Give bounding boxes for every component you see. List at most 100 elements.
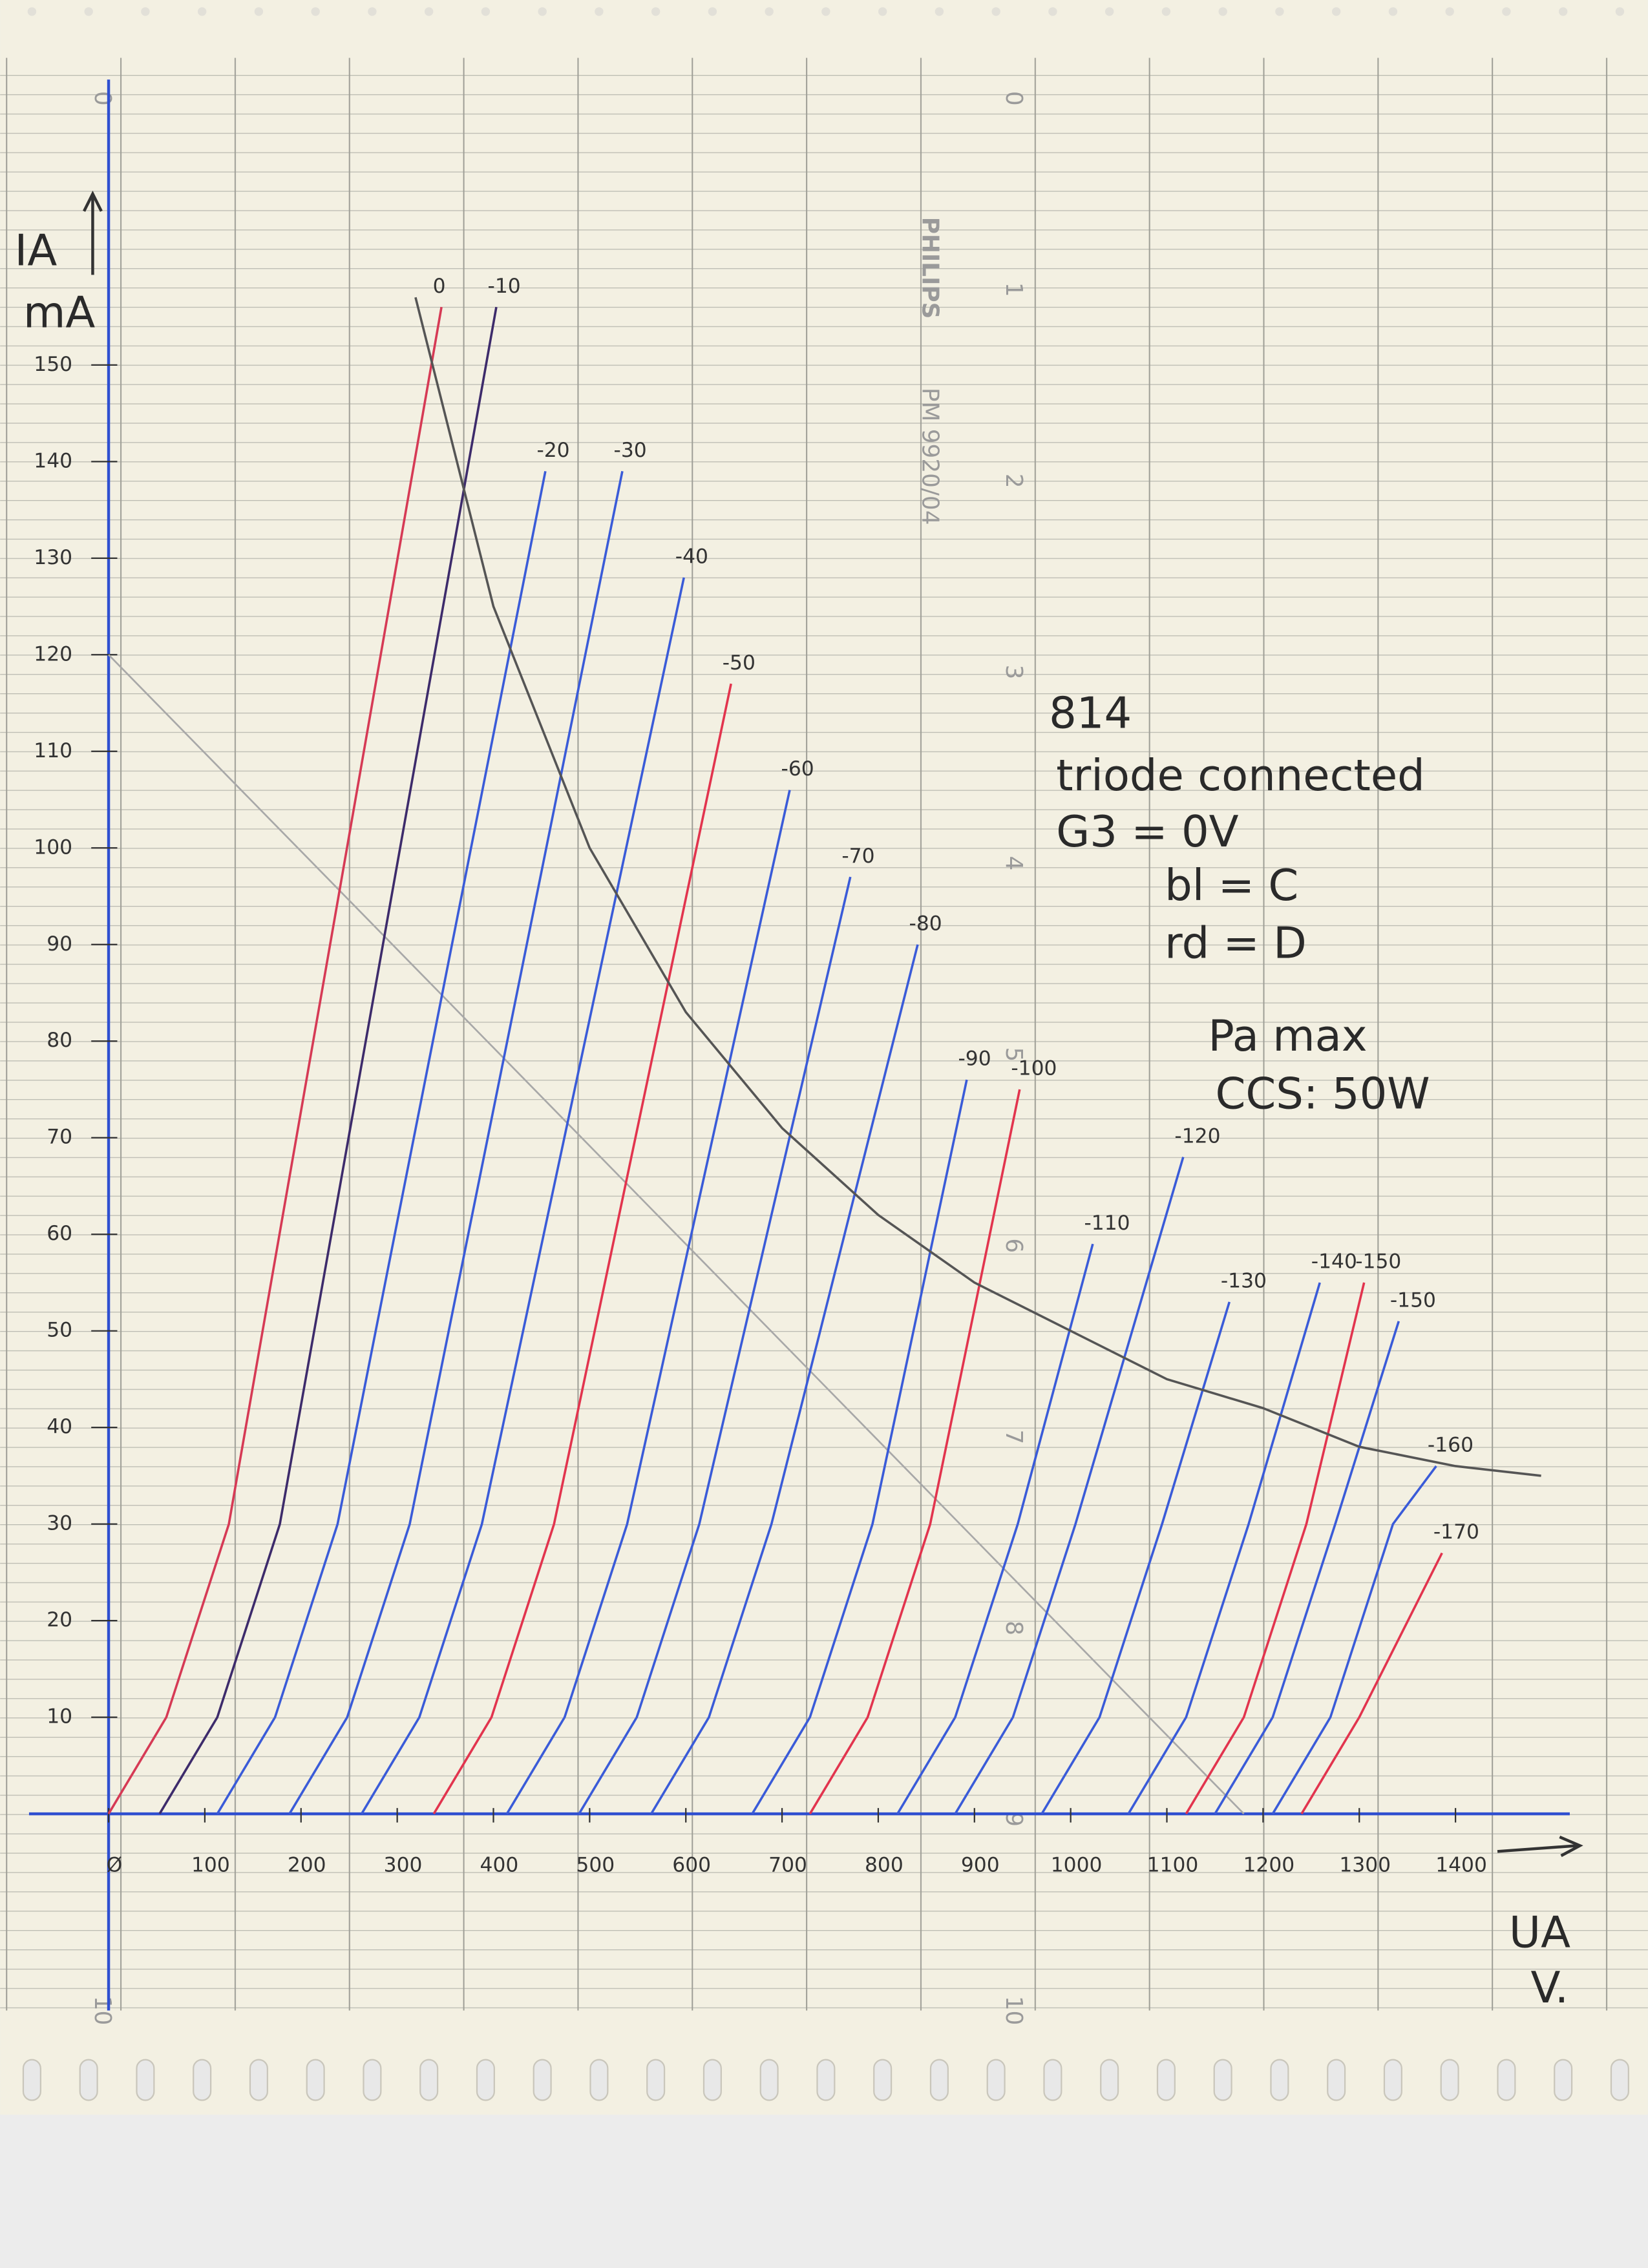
top-hole: [765, 7, 774, 16]
top-hole: [424, 7, 434, 16]
bottom-hole: [703, 2059, 722, 2101]
x-axis-unit: V.: [1531, 1962, 1569, 2013]
x-tick-label: 1200: [1243, 1854, 1294, 1877]
x-tick-label: 500: [576, 1854, 615, 1877]
paper-scale-label: 2: [1000, 474, 1027, 488]
bottom-hole: [1440, 2059, 1459, 2101]
bottom-hole: [22, 2059, 41, 2101]
y-tick-label: 110: [34, 739, 72, 762]
note: rd = D: [1165, 918, 1307, 969]
curve-label: -80: [909, 912, 942, 935]
y-axis-arrow: [82, 190, 103, 275]
bottom-hole: [249, 2059, 268, 2101]
bottom-hole: [929, 2059, 949, 2101]
y-tick-label: 150: [34, 353, 72, 376]
characteristic-curve: [896, 1243, 1094, 1815]
y-tick-label: 140: [34, 449, 72, 472]
x-tick-label: 600: [672, 1854, 711, 1877]
paper-scale-label: 5: [1000, 1047, 1027, 1062]
bottom-hole: [816, 2059, 836, 2101]
y-tick-label: 60: [47, 1222, 72, 1245]
characteristic-curve: [107, 306, 443, 1815]
curve-label: -150: [1355, 1250, 1401, 1274]
y-tick-label: 50: [47, 1319, 72, 1342]
paper-scale-label: 3: [1000, 665, 1027, 680]
top-hole: [1104, 7, 1114, 16]
characteristic-curve: [288, 470, 624, 1815]
bottom-hole: [533, 2059, 552, 2101]
annotations: IA mA UA V. 814 triode connected G3 = 0V…: [15, 190, 1583, 2013]
bottom-hole: [986, 2059, 1006, 2101]
top-hole: [1275, 7, 1284, 16]
paper-scale-label: 10: [89, 1996, 116, 2026]
paper-scale-label: 8: [1000, 1621, 1027, 1635]
paper-scale-label: 10: [1000, 1996, 1027, 2026]
x-tick-label: 100: [191, 1854, 230, 1877]
x-tick-label: 1400: [1435, 1854, 1487, 1877]
curve-label: -110: [1084, 1212, 1130, 1235]
characteristic-curve: [1185, 1282, 1366, 1815]
bottom-hole: [646, 2059, 666, 2101]
bottom-hole: [306, 2059, 325, 2101]
bottom-hole: [363, 2059, 382, 2101]
top-hole: [651, 7, 660, 16]
y-tick-label: 120: [34, 642, 72, 666]
top-hole: [1615, 7, 1625, 16]
brand: PHILIPS: [916, 217, 943, 319]
bottom-hole: [873, 2059, 893, 2101]
paper-scale-label: 7: [1000, 1429, 1027, 1444]
bottom-hole: [1383, 2059, 1402, 2101]
top-hole: [1558, 7, 1568, 16]
top-hole: [311, 7, 320, 16]
y-tick-label: 80: [47, 1029, 72, 1052]
characteristic-curve: [1271, 1465, 1437, 1815]
x-axis-arrow: [1497, 1835, 1583, 1857]
bottom-hole: [589, 2059, 609, 2101]
curve-label: -170: [1433, 1520, 1479, 1544]
tube-type: 814: [1049, 688, 1132, 739]
curve-label: -10: [488, 275, 521, 298]
characteristic-curve: [1214, 1321, 1400, 1815]
top-hole: [991, 7, 1000, 16]
paper-scale-label: 4: [1000, 856, 1027, 871]
paper-scale-label: 6: [1000, 1238, 1027, 1253]
top-hole: [254, 7, 264, 16]
top-hole: [197, 7, 207, 16]
curve-label: -130: [1221, 1270, 1267, 1293]
characteristic-curve: [1300, 1552, 1443, 1815]
top-hole: [1218, 7, 1227, 16]
top-hole: [1161, 7, 1171, 16]
x-tick-label: 800: [865, 1854, 903, 1877]
characteristic-curve: [158, 306, 498, 1815]
curve-label: 0: [433, 275, 446, 298]
bottom-hole: [1156, 2059, 1176, 2101]
bottom-hole: [1554, 2059, 1573, 2101]
y-tick-label: 20: [47, 1608, 72, 1632]
x-tick-label: 900: [961, 1854, 1000, 1877]
y-tick-label: 40: [47, 1415, 72, 1438]
top-hole: [84, 7, 93, 16]
top-hole: [878, 7, 887, 16]
bottom-hole: [136, 2059, 155, 2101]
top-hole: [141, 7, 150, 16]
curve-label: -140: [1311, 1250, 1357, 1274]
note: CCS: 50W: [1216, 1068, 1430, 1118]
top-hole: [708, 7, 717, 16]
top-hole: [1048, 7, 1057, 16]
bottom-hole: [1610, 2059, 1629, 2101]
paper-columns: [0, 58, 1648, 2011]
curve-label: -100: [1011, 1057, 1057, 1080]
load-line: [108, 654, 1245, 1815]
y-tick-label: 90: [47, 932, 72, 956]
characteristic-curve: [361, 577, 685, 1815]
paper-scale-label: 1: [1000, 282, 1027, 297]
characteristic-curve: [954, 1157, 1185, 1815]
y-axis-label: IA: [15, 225, 58, 275]
y-tick-label: 130: [34, 546, 72, 569]
form-number: PM 9920/04: [916, 388, 943, 525]
note: G3 = 0V: [1056, 806, 1238, 857]
note: Pa max: [1208, 1011, 1367, 1061]
bottom-hole: [1100, 2059, 1119, 2101]
x-tick-label: Ø: [107, 1854, 123, 1877]
